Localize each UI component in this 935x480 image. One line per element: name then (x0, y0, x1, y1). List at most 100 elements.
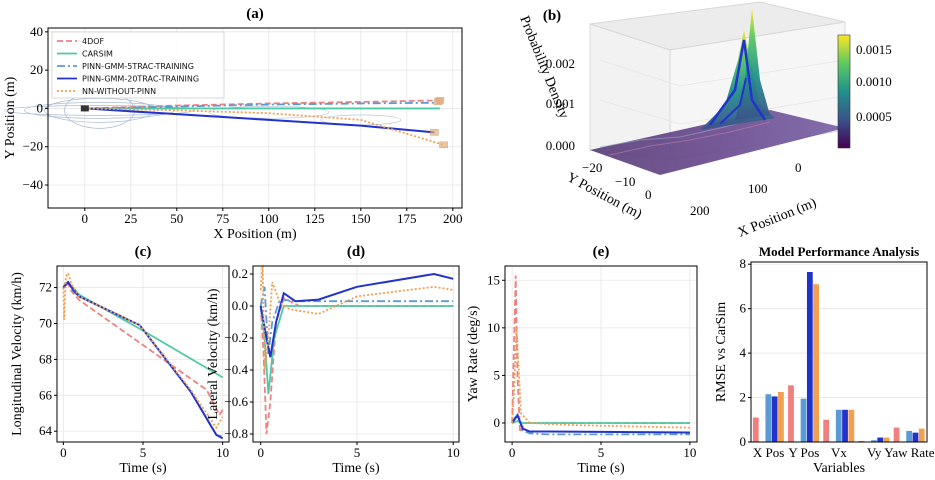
c-xtick-0: 0 (60, 445, 67, 460)
d-xlabel: Time (s) (332, 461, 380, 476)
b-zticks-0: 0.000 (546, 138, 575, 153)
d-ytick-2: −0.2 (224, 330, 248, 345)
f-bar-2-2 (835, 409, 842, 442)
d-axes-frame (252, 265, 460, 443)
e-ytick-2: 5 (494, 367, 501, 382)
e-xtick-0: 0 (509, 445, 516, 460)
f-ylabel: RMSE vs CarSim (714, 302, 729, 402)
a-xtick-5: 125 (305, 211, 325, 226)
panel-c: 0 5 10 72 70 68 66 64 Time (s) Longitudinal Veloc… (10, 244, 230, 476)
a-legend-label-1: CARSIM (82, 50, 113, 59)
f-bar-2-3 (842, 409, 848, 442)
d-ytick-1: 0.0 (232, 298, 248, 313)
panel-b-surface: 0.000 0.001 0.002 Probability Density −2… (516, 1, 892, 241)
d-series-0 (259, 296, 454, 435)
d-xtick-2: 10 (447, 445, 460, 460)
c-xtick-2: 10 (216, 445, 229, 460)
c-xtick-1: 5 (140, 445, 147, 460)
b-yticks-2: 0 (645, 187, 652, 202)
a-xtick-1: 25 (124, 211, 137, 226)
e-xtick-2: 10 (683, 445, 696, 460)
b-title: (b) (543, 8, 561, 24)
a-title: (a) (246, 6, 264, 22)
d-ytick-5: −0.8 (224, 426, 248, 441)
e-ytick-3: 0 (494, 415, 501, 430)
f-title: Model Performance Analysis (759, 244, 919, 259)
c-series-4 (62, 271, 224, 430)
a-xlabel: X Position (m) (213, 227, 297, 242)
f-xtick-1: Y Pos (788, 445, 819, 460)
f-bar-4-4 (918, 428, 925, 442)
e-series-1 (511, 420, 690, 424)
a-ytick-3: −20 (23, 139, 43, 154)
f-bar-3-0 (858, 440, 865, 442)
e-ylabel: Yaw Rate (deg/s) (466, 305, 481, 402)
a-end-marker-1 (433, 98, 443, 105)
c-ytick-1: 70 (39, 315, 52, 330)
b-colorbar (837, 34, 851, 149)
d-ytick-3: −0.4 (224, 362, 248, 377)
b-zticks-2: 0.002 (546, 56, 575, 71)
c-title: (c) (135, 244, 152, 260)
a-xtick-8: 200 (443, 211, 463, 226)
e-xtick-1: 5 (598, 445, 605, 460)
e-series-0 (511, 275, 690, 433)
a-start-marker (80, 105, 89, 112)
e-xlabel: Time (s) (577, 461, 625, 476)
d-xtick-1: 5 (354, 445, 361, 460)
b-xticks-1: 100 (748, 181, 768, 196)
a-xtick-7: 175 (397, 211, 417, 226)
f-bar-2-0 (823, 419, 830, 442)
panel-f: 8 6 4 2 0 X Pos Y Pos Vx Vy Yaw Rate Variables RMSE… (714, 244, 935, 476)
a-contour-b-0 (208, 105, 330, 119)
f-bar-3-4 (883, 437, 890, 442)
f-bar-1-3 (806, 272, 813, 442)
c-ytick-2: 68 (39, 351, 52, 366)
e-series-3 (511, 413, 690, 434)
e-title: (e) (593, 244, 610, 260)
d-series-4 (259, 265, 454, 371)
f-bar-1-0 (788, 385, 794, 442)
f-xlabel: Variables (813, 461, 865, 476)
f-bar-4-2 (906, 430, 913, 442)
a-legend-label-3: PINN-GMM-20TRAC-TRAINING (82, 75, 199, 84)
d-ytick-4: −0.6 (224, 394, 248, 409)
b-cbar-2: 0.0005 (856, 109, 892, 124)
a-legend-label-4: NN-WITHOUT-PINN (82, 87, 156, 96)
f-bar-4-0 (893, 427, 900, 442)
b-cbar-1: 0.0010 (856, 74, 892, 89)
c-ytick-0: 72 (39, 280, 52, 295)
b-yticks-0: −20 (582, 160, 602, 175)
f-bar-0-3 (771, 396, 778, 442)
f-bar-1-2 (800, 398, 807, 442)
d-ylabel: Lateral Velocity (km/h) (206, 288, 221, 419)
panel-d: 0 5 10 0.2 0.0 −0.2 −0.4 −0.6 −0.8 Time (s) Latera… (206, 244, 460, 476)
b-xlabel: X Position (m) (736, 195, 819, 240)
a-xtick-6: 150 (351, 211, 371, 226)
f-bar-3-2 (871, 440, 877, 442)
a-legend: 4DOF CARSIM PINN-GMM-5TRAC-TRAINING PINN-GM… (51, 31, 225, 99)
b-yticks-1: −10 (615, 174, 635, 189)
f-bar-0-0 (752, 417, 759, 442)
f-xtick-4: Yaw Rate (884, 445, 935, 460)
c-ytick-4: 64 (39, 423, 53, 438)
a-axes-frame (47, 27, 463, 209)
b-zticks-1: 0.001 (546, 96, 575, 111)
f-ytick-0: 8 (740, 256, 747, 271)
a-legend-label-2: PINN-GMM-5TRAC-TRAINING (82, 62, 194, 71)
d-series-1 (259, 305, 454, 395)
c-ylabel: Longitudinal Velocity (km/h) (10, 272, 25, 436)
a-series-4 (84, 107, 444, 146)
panel-e: 0 5 10 15 10 5 0 Time (s) Yaw Rate (deg/s) (e) (466, 244, 698, 476)
d-ytick-0: 0.2 (232, 266, 248, 281)
f-xtick-3: Vy (867, 445, 882, 460)
f-xtick-2: Vx (831, 445, 847, 460)
c-ytick-3: 66 (39, 387, 53, 402)
a-xtick-4: 100 (259, 211, 279, 226)
a-series-3 (84, 107, 435, 134)
a-ytick-1: 20 (30, 62, 43, 77)
f-bar-3-3 (877, 437, 884, 442)
